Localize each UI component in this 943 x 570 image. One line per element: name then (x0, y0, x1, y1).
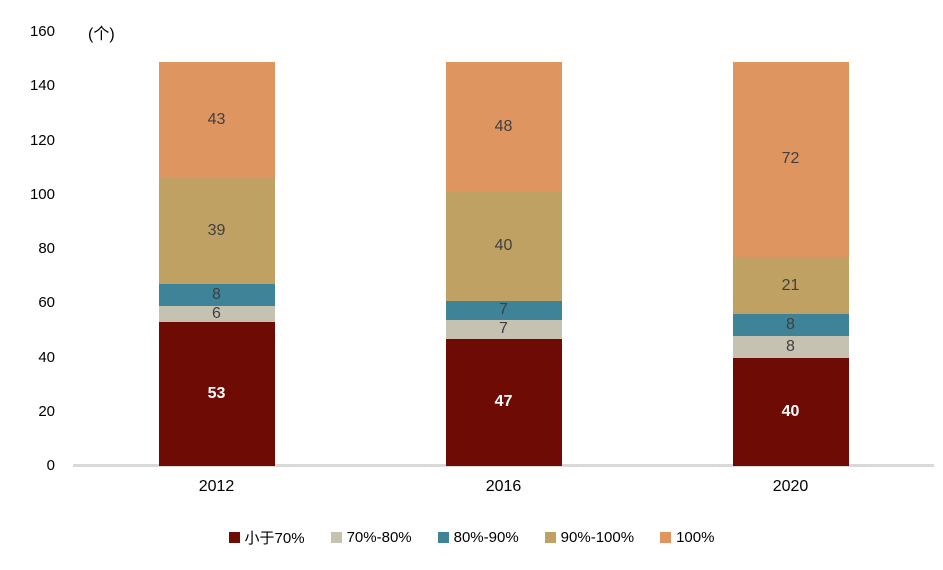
bar-segment: 7 (445, 300, 562, 320)
legend-label: 80%-90% (453, 529, 519, 546)
bar-segment: 8 (158, 284, 275, 306)
legend-marker (544, 532, 556, 543)
bar-segment: 43 (158, 61, 275, 179)
legend-label: 100% (676, 529, 715, 546)
bar-segment: 48 (445, 61, 562, 193)
y-tick-label: 60 (38, 294, 55, 312)
y-tick-label: 0 (46, 457, 55, 474)
legend: 小于70% 70%-80% 80%-90% 90%-100% 100% (0, 527, 943, 548)
legend-label: 小于70% (244, 530, 305, 547)
x-tick-label: 2012 (198, 478, 235, 495)
bar-segment-value: 8 (786, 337, 795, 355)
legend-marker (228, 532, 240, 543)
bar-segment: 6 (158, 305, 275, 323)
legend-label: 90%-100% (560, 529, 635, 546)
legend-item: 100% (660, 529, 714, 546)
bar-segment-value: 48 (494, 117, 513, 135)
bar-segment-value: 53 (207, 385, 226, 403)
bar-segment: 8 (732, 314, 849, 336)
legend-label: 70%-80% (346, 529, 412, 546)
legend-marker (330, 532, 342, 543)
legend-item: 80%-90% (437, 529, 519, 546)
bar-segment: 21 (732, 257, 849, 315)
y-tick-label: 140 (29, 77, 55, 95)
bar-segment: 53 (158, 322, 275, 466)
bar-segment-value: 8 (786, 315, 795, 333)
bar-segment-value: 40 (781, 402, 800, 420)
y-tick-label: 100 (29, 185, 55, 203)
bar-segment-value: 7 (499, 320, 508, 338)
legend-item: 90%-100% (544, 529, 635, 546)
y-axis-unit-label: (个) (88, 26, 115, 43)
legend-item: 70%-80% (330, 529, 412, 546)
bar-segment: 40 (732, 357, 849, 466)
y-tick-label: 80 (38, 240, 55, 257)
bar-segment: 72 (732, 61, 849, 258)
bar-segment-value: 43 (207, 111, 226, 129)
bar-segment-value: 40 (494, 237, 513, 255)
bar-segment: 40 (445, 192, 562, 301)
bar-segment-value: 8 (212, 286, 221, 304)
y-tick-label: 160 (29, 23, 55, 40)
bar-segment-value: 47 (494, 393, 513, 411)
bar-segment: 47 (445, 338, 562, 466)
x-tick-label: 2016 (485, 478, 522, 495)
bar-segment: 39 (158, 178, 275, 285)
y-tick-label: 40 (38, 348, 55, 366)
x-tick-label: 2020 (772, 478, 809, 495)
y-tick-label: 120 (29, 131, 55, 149)
bar-2016: 47 7 7 40 48 (445, 32, 562, 466)
bar-segment-value: 39 (207, 222, 226, 240)
bar-segment-value: 21 (781, 276, 800, 294)
bar-2020: 40 8 8 21 72 (732, 32, 849, 466)
bar-2012: 53 6 8 39 43 (158, 32, 275, 466)
bar-segment-value: 72 (781, 150, 800, 168)
legend-marker (660, 532, 672, 543)
bar-segment: 7 (445, 319, 562, 339)
legend-item: 小于70% (228, 527, 305, 548)
y-tick-label: 20 (38, 402, 55, 420)
bar-segment-value: 6 (212, 305, 221, 323)
legend-marker (437, 532, 449, 543)
bar-segment: 8 (732, 335, 849, 358)
bar-segment-value: 7 (499, 301, 508, 319)
